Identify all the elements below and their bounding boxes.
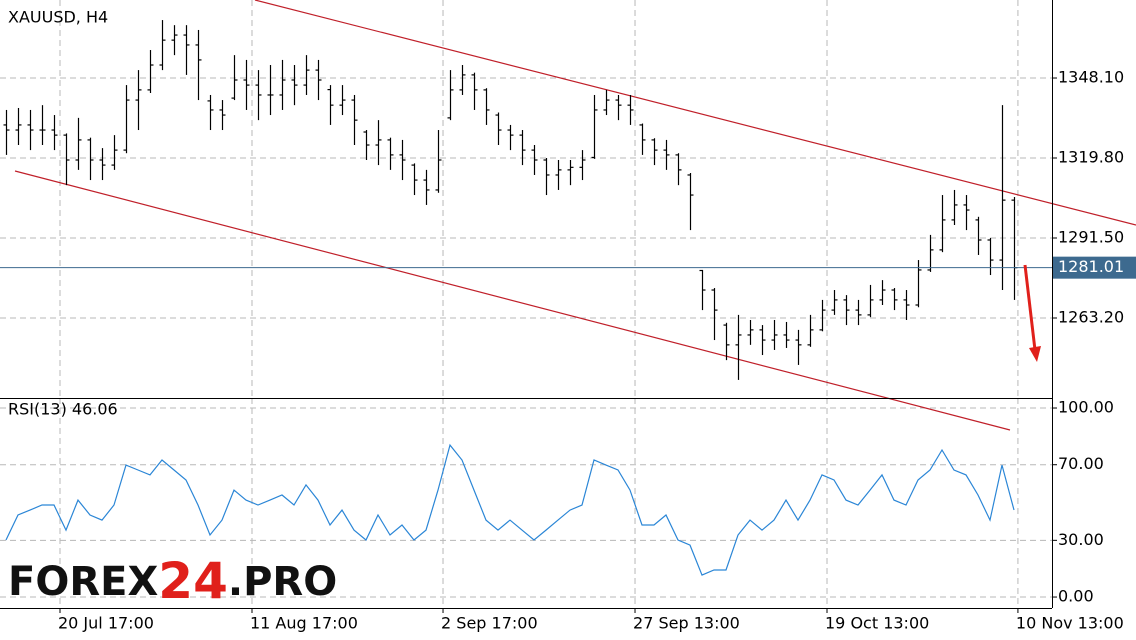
y-tick-label: 30.00 bbox=[1058, 530, 1104, 549]
arrow-shaft bbox=[1023, 264, 1037, 351]
grid-layer bbox=[0, 0, 1052, 608]
last-price-box bbox=[1053, 256, 1136, 279]
price-title: XAUUSD, H4 bbox=[8, 8, 108, 27]
arrow-head bbox=[1029, 346, 1041, 362]
y-tick-label: 1263.20 bbox=[1058, 308, 1124, 327]
channel-upper bbox=[254, 0, 1136, 226]
rsi-line bbox=[5, 443, 1015, 576]
channel-lower bbox=[14, 170, 1011, 431]
x-tick-label: 11 Aug 17:00 bbox=[250, 614, 358, 633]
watermark-part: FOREX bbox=[8, 559, 158, 605]
last-price-label: 1281.01 bbox=[1058, 257, 1124, 276]
x-tick-label: 27 Sep 13:00 bbox=[633, 614, 740, 633]
watermark-part: 24 bbox=[158, 552, 228, 610]
rsi-title: RSI(13) 46.06 bbox=[8, 400, 118, 419]
watermark: FOREX24.PRO bbox=[8, 552, 337, 610]
x-tick-label: 2 Sep 17:00 bbox=[441, 614, 538, 633]
watermark-part: .PRO bbox=[228, 559, 337, 605]
y-tick-label: 100.00 bbox=[1058, 398, 1114, 417]
y-tick-label: 1348.10 bbox=[1058, 68, 1124, 87]
y-tick-label: 1319.80 bbox=[1058, 148, 1124, 167]
y-tick-label: 70.00 bbox=[1058, 454, 1104, 473]
axis-layer: 1263.20 1291.50 1319.80 1348.10 0.00 30.00 70.… bbox=[58, 68, 1136, 633]
y-tick-label: 0.00 bbox=[1058, 587, 1094, 606]
x-tick-label: 20 Jul 17:00 bbox=[58, 614, 154, 633]
x-tick-label: 10 Nov 13:00 bbox=[1016, 614, 1124, 633]
y-tick-label: 1291.50 bbox=[1058, 228, 1124, 247]
x-tick-label: 19 Oct 13:00 bbox=[825, 614, 929, 633]
marks bbox=[0, 20, 1052, 576]
